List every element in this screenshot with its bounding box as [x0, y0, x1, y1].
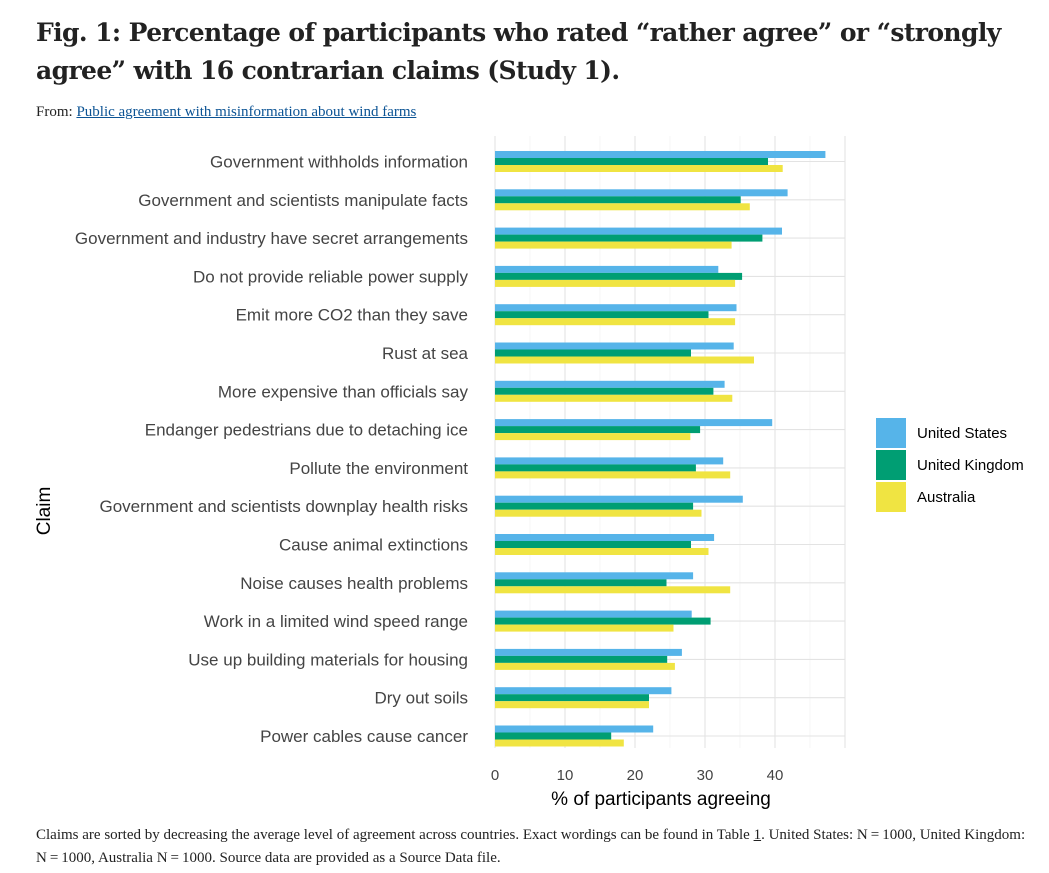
bar — [495, 349, 691, 357]
bar — [495, 572, 694, 580]
bar — [495, 739, 624, 747]
bar — [495, 471, 731, 479]
bar — [495, 387, 714, 395]
bar — [495, 272, 743, 280]
bar — [495, 502, 694, 510]
legend-swatch — [876, 450, 906, 480]
category-label: Noise causes health problems — [240, 574, 468, 593]
bar — [495, 586, 731, 594]
bar — [495, 725, 654, 733]
caption-text-2: . United States: N = 1000, United Kingdo… — [36, 827, 1026, 866]
legend-swatch — [876, 482, 906, 512]
y-axis-title: Claim — [34, 487, 55, 536]
caption-text-1: Claims are sorted by decreasing the aver… — [36, 827, 754, 843]
bar — [495, 241, 732, 249]
x-tick-label: 30 — [697, 767, 714, 784]
figure-caption: Claims are sorted by decreasing the aver… — [36, 824, 1026, 870]
bar — [495, 189, 788, 197]
category-label: Dry out soils — [374, 689, 468, 708]
bar — [495, 534, 715, 541]
x-axis-title: % of participants agreeing — [551, 789, 771, 810]
bar — [495, 426, 701, 434]
category-label: Cause animal extinctions — [279, 536, 468, 555]
bar — [495, 457, 724, 465]
bars — [495, 151, 826, 747]
bar — [495, 464, 696, 472]
bar — [495, 265, 719, 273]
bar — [495, 342, 734, 350]
bar — [495, 419, 773, 427]
bar — [495, 648, 682, 656]
bar — [495, 165, 783, 172]
table-1-link[interactable]: 1 — [753, 827, 762, 843]
category-label: Do not provide reliable power supply — [193, 267, 468, 286]
bar — [495, 234, 763, 242]
x-tick-label: 40 — [767, 767, 784, 784]
bar — [495, 151, 826, 158]
category-labels: Government withholds information Governme… — [75, 153, 469, 747]
category-label: Government withholds information — [210, 153, 468, 172]
bar — [495, 380, 725, 388]
x-tick-label: 20 — [627, 767, 644, 784]
bar — [495, 203, 750, 211]
bar — [495, 624, 674, 632]
bar — [495, 509, 702, 517]
category-label: Government and industry have secret arra… — [75, 229, 468, 248]
bar — [495, 433, 691, 441]
legend-label: United Kingdom — [917, 457, 1024, 474]
legend-label: United States — [917, 425, 1007, 442]
bar — [495, 279, 736, 287]
bar — [495, 655, 668, 663]
bar — [495, 694, 649, 702]
category-label: More expensive than officials say — [218, 382, 469, 401]
bar — [495, 579, 667, 587]
category-label: Rust at sea — [382, 344, 469, 363]
from-label: From: — [36, 104, 73, 120]
x-tick-label: 0 — [491, 767, 499, 784]
source-article-link[interactable]: Public agreement with misinformation abo… — [76, 104, 417, 120]
category-label: Pollute the environment — [289, 459, 468, 478]
legend-swatch — [876, 418, 906, 448]
bar — [495, 701, 649, 709]
bar — [495, 196, 741, 204]
category-label: Work in a limited wind speed range — [204, 612, 468, 631]
legend: United States United Kingdom Australia — [876, 418, 1024, 512]
bar — [495, 158, 768, 165]
category-label: Power cables cause cancer — [260, 727, 468, 746]
bar — [495, 541, 691, 548]
bar-chart: Government withholds information Governme… — [34, 136, 1024, 810]
category-label: Emit more CO2 than they save — [236, 306, 468, 325]
category-label: Government and scientists downplay healt… — [99, 497, 468, 516]
bar — [495, 304, 737, 312]
figure-title: Fig. 1: Percentage of participants who r… — [36, 18, 1001, 85]
bar — [495, 311, 709, 319]
x-tick-labels: 0 10 20 30 40 — [491, 767, 784, 784]
bar — [495, 495, 743, 503]
bar — [495, 617, 711, 625]
x-tick-label: 10 — [557, 767, 574, 784]
legend-label: Australia — [917, 489, 976, 506]
bar — [495, 394, 733, 402]
bar — [495, 548, 709, 555]
bar — [495, 662, 675, 670]
bar — [495, 356, 754, 364]
bar — [495, 610, 692, 618]
bar — [495, 687, 672, 695]
category-label: Government and scientists manipulate fac… — [138, 191, 468, 210]
bar — [495, 732, 612, 740]
bar — [495, 318, 736, 326]
category-label: Use up building materials for housing — [188, 650, 468, 669]
bar — [495, 227, 782, 235]
source-line: From: Public agreement with misinformati… — [36, 104, 416, 121]
category-label: Endanger pedestrians due to detaching ic… — [145, 421, 468, 440]
